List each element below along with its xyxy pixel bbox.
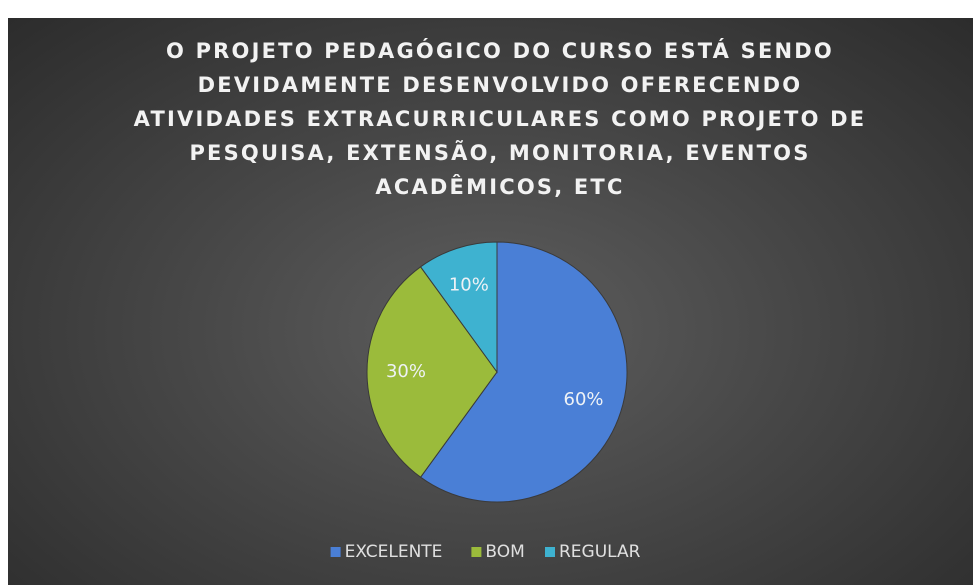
pie-slice xyxy=(366,266,498,478)
data-label: 30% xyxy=(386,361,426,382)
legend-swatch xyxy=(471,547,482,557)
pie-slice xyxy=(419,241,628,503)
legend-label: EXCELENTE xyxy=(345,542,443,562)
data-label: 10% xyxy=(449,274,489,295)
legend-label: BOM xyxy=(485,542,524,562)
chart-title: O PROJETO PEDAGÓGICO DO CURSO ESTÁ SENDO… xyxy=(133,39,867,199)
data-label: 60% xyxy=(564,389,604,410)
legend-label: REGULAR xyxy=(559,542,641,562)
legend-swatch xyxy=(330,547,341,557)
legend-swatch xyxy=(545,547,555,557)
pie-slice xyxy=(419,241,498,374)
